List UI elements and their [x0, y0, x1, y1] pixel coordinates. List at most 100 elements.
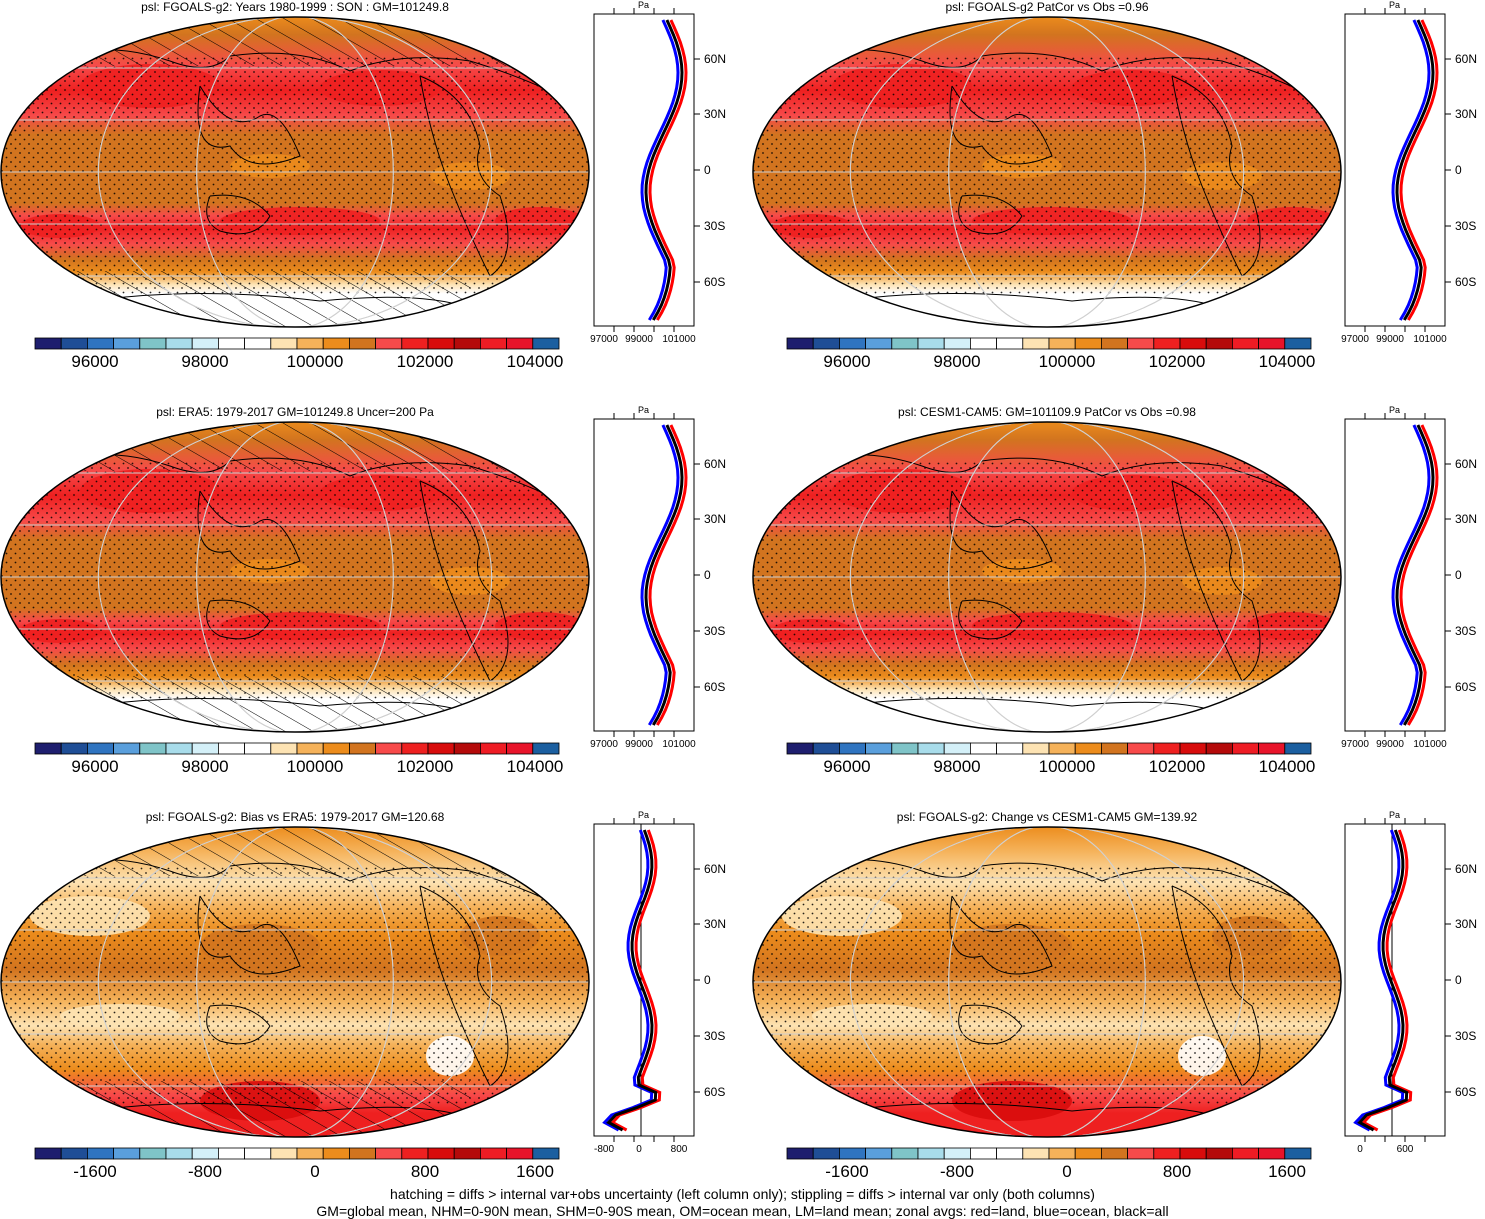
latitude-label: 30S — [1455, 1029, 1477, 1043]
zonal-unit-label: Pa — [638, 405, 650, 415]
colorbar-swatch — [113, 337, 141, 350]
colorbar-swatch — [60, 337, 88, 350]
latitude-label: 60N — [704, 862, 727, 876]
colorbar-swatch — [1153, 1147, 1181, 1160]
colorbar-swatch — [348, 1147, 376, 1160]
zonal-unit-label: Pa — [638, 0, 650, 10]
colorbar-swatch — [532, 337, 560, 350]
colorbar-swatch — [1074, 337, 1102, 350]
colorbar-swatch — [401, 1147, 429, 1160]
colorbar-label: 98000 — [933, 352, 981, 371]
colorbar-swatch — [322, 1147, 350, 1160]
map-5 — [0, 826, 590, 1138]
colorbar-swatch — [34, 337, 62, 350]
colorbar-swatch — [401, 742, 429, 755]
colorbar — [786, 742, 1312, 755]
colorbar-swatch — [943, 337, 971, 350]
colorbar-swatch — [1100, 337, 1128, 350]
colorbar-swatch — [165, 1147, 193, 1160]
colorbar-swatch — [812, 1147, 840, 1160]
colorbar-swatch — [453, 1147, 481, 1160]
colorbar-swatch — [1231, 742, 1259, 755]
colorbar-swatch — [217, 337, 245, 350]
latitude-label: 30N — [1455, 512, 1478, 526]
colorbar-swatch — [865, 742, 893, 755]
colorbar-swatch — [191, 742, 219, 755]
colorbar-swatch — [996, 742, 1024, 755]
colorbar-swatch — [139, 1147, 167, 1160]
colorbar-swatch — [191, 337, 219, 350]
zonal-x-label: 101000 — [662, 334, 696, 345]
colorbar — [34, 1147, 560, 1160]
zonal-unit-label: Pa — [1389, 0, 1401, 10]
colorbar-swatch — [191, 1147, 219, 1160]
latitude-label: 60S — [1455, 275, 1477, 289]
latitude-label: 60N — [704, 457, 727, 471]
map-title: psl: CESM1-CAM5: GM=101109.9 PatCor vs O… — [898, 405, 1196, 419]
colorbar-swatch — [1284, 1147, 1312, 1160]
colorbar-swatch — [1100, 1147, 1128, 1160]
latitude-label: 0 — [704, 973, 711, 987]
colorbar-swatch — [812, 742, 840, 755]
colorbar-swatch — [1100, 742, 1128, 755]
colorbar-swatch — [865, 1147, 893, 1160]
colorbar-swatch — [1022, 742, 1050, 755]
zonal-all-line — [644, 424, 684, 726]
colorbar — [34, 337, 560, 350]
latitude-label: 0 — [704, 163, 711, 177]
colorbar-swatch — [296, 742, 324, 755]
colorbar-label: 102000 — [396, 757, 454, 776]
colorbar-swatch — [427, 742, 455, 755]
colorbar-swatch — [87, 742, 115, 755]
latitude-label: 30S — [1455, 219, 1477, 233]
latitude-label: 60S — [704, 1085, 726, 1099]
colorbar-label: 104000 — [506, 757, 564, 776]
latitude-label: 0 — [1455, 973, 1462, 987]
colorbar-swatch — [60, 742, 88, 755]
colorbar-swatch — [1284, 337, 1312, 350]
colorbar-swatch — [969, 1147, 997, 1160]
zonal-x-label: 800 — [670, 1144, 688, 1155]
zonal-x-label: 101000 — [1413, 334, 1447, 345]
zonal-ocean-line — [1353, 829, 1405, 1132]
colorbar-swatch — [969, 742, 997, 755]
latitude-label: 0 — [1455, 568, 1462, 582]
colorbar-swatch — [87, 337, 115, 350]
colorbar-swatch — [1179, 742, 1207, 755]
colorbar-label: 98000 — [181, 352, 229, 371]
colorbar-swatch — [917, 1147, 945, 1160]
colorbar-swatch — [865, 337, 893, 350]
zonal-x-label: 97000 — [590, 334, 618, 345]
zonal-x-label: -800 — [593, 1144, 615, 1155]
latitude-label: 60S — [1455, 1085, 1477, 1099]
colorbar-swatch — [244, 742, 272, 755]
colorbar-swatch — [87, 1147, 115, 1160]
colorbar-swatch — [891, 742, 919, 755]
zonal-average-plot — [593, 818, 700, 1142]
colorbar-label: 800 — [1162, 1162, 1192, 1181]
footer-line-2: GM=global mean, NHM=0-90N mean, SHM=0-90… — [316, 1203, 1169, 1219]
colorbar-swatch — [375, 337, 403, 350]
colorbar-label: 0 — [1062, 1162, 1072, 1181]
colorbar-swatch — [1231, 1147, 1259, 1160]
colorbar-swatch — [943, 1147, 971, 1160]
latitude-label: 60N — [1455, 457, 1478, 471]
colorbar-swatch — [60, 1147, 88, 1160]
colorbar-swatch — [506, 742, 534, 755]
colorbar-swatch — [786, 1147, 814, 1160]
colorbar-swatch — [453, 742, 481, 755]
colorbar-label: 96000 — [823, 352, 871, 371]
colorbar-swatch — [296, 337, 324, 350]
colorbar-swatch — [375, 1147, 403, 1160]
zonal-land-line — [648, 424, 688, 726]
colorbar-swatch — [506, 1147, 534, 1160]
colorbar-swatch — [891, 1147, 919, 1160]
map-title: psl: FGOALS-g2 PatCor vs Obs =0.96 — [945, 0, 1149, 14]
zonal-average-plot — [1344, 818, 1451, 1142]
zonal-average-plot — [1344, 8, 1451, 332]
map-2 — [752, 16, 1342, 328]
colorbar-swatch — [969, 337, 997, 350]
latitude-label: 0 — [704, 568, 711, 582]
latitude-label: 30N — [704, 512, 727, 526]
colorbar-swatch — [217, 742, 245, 755]
